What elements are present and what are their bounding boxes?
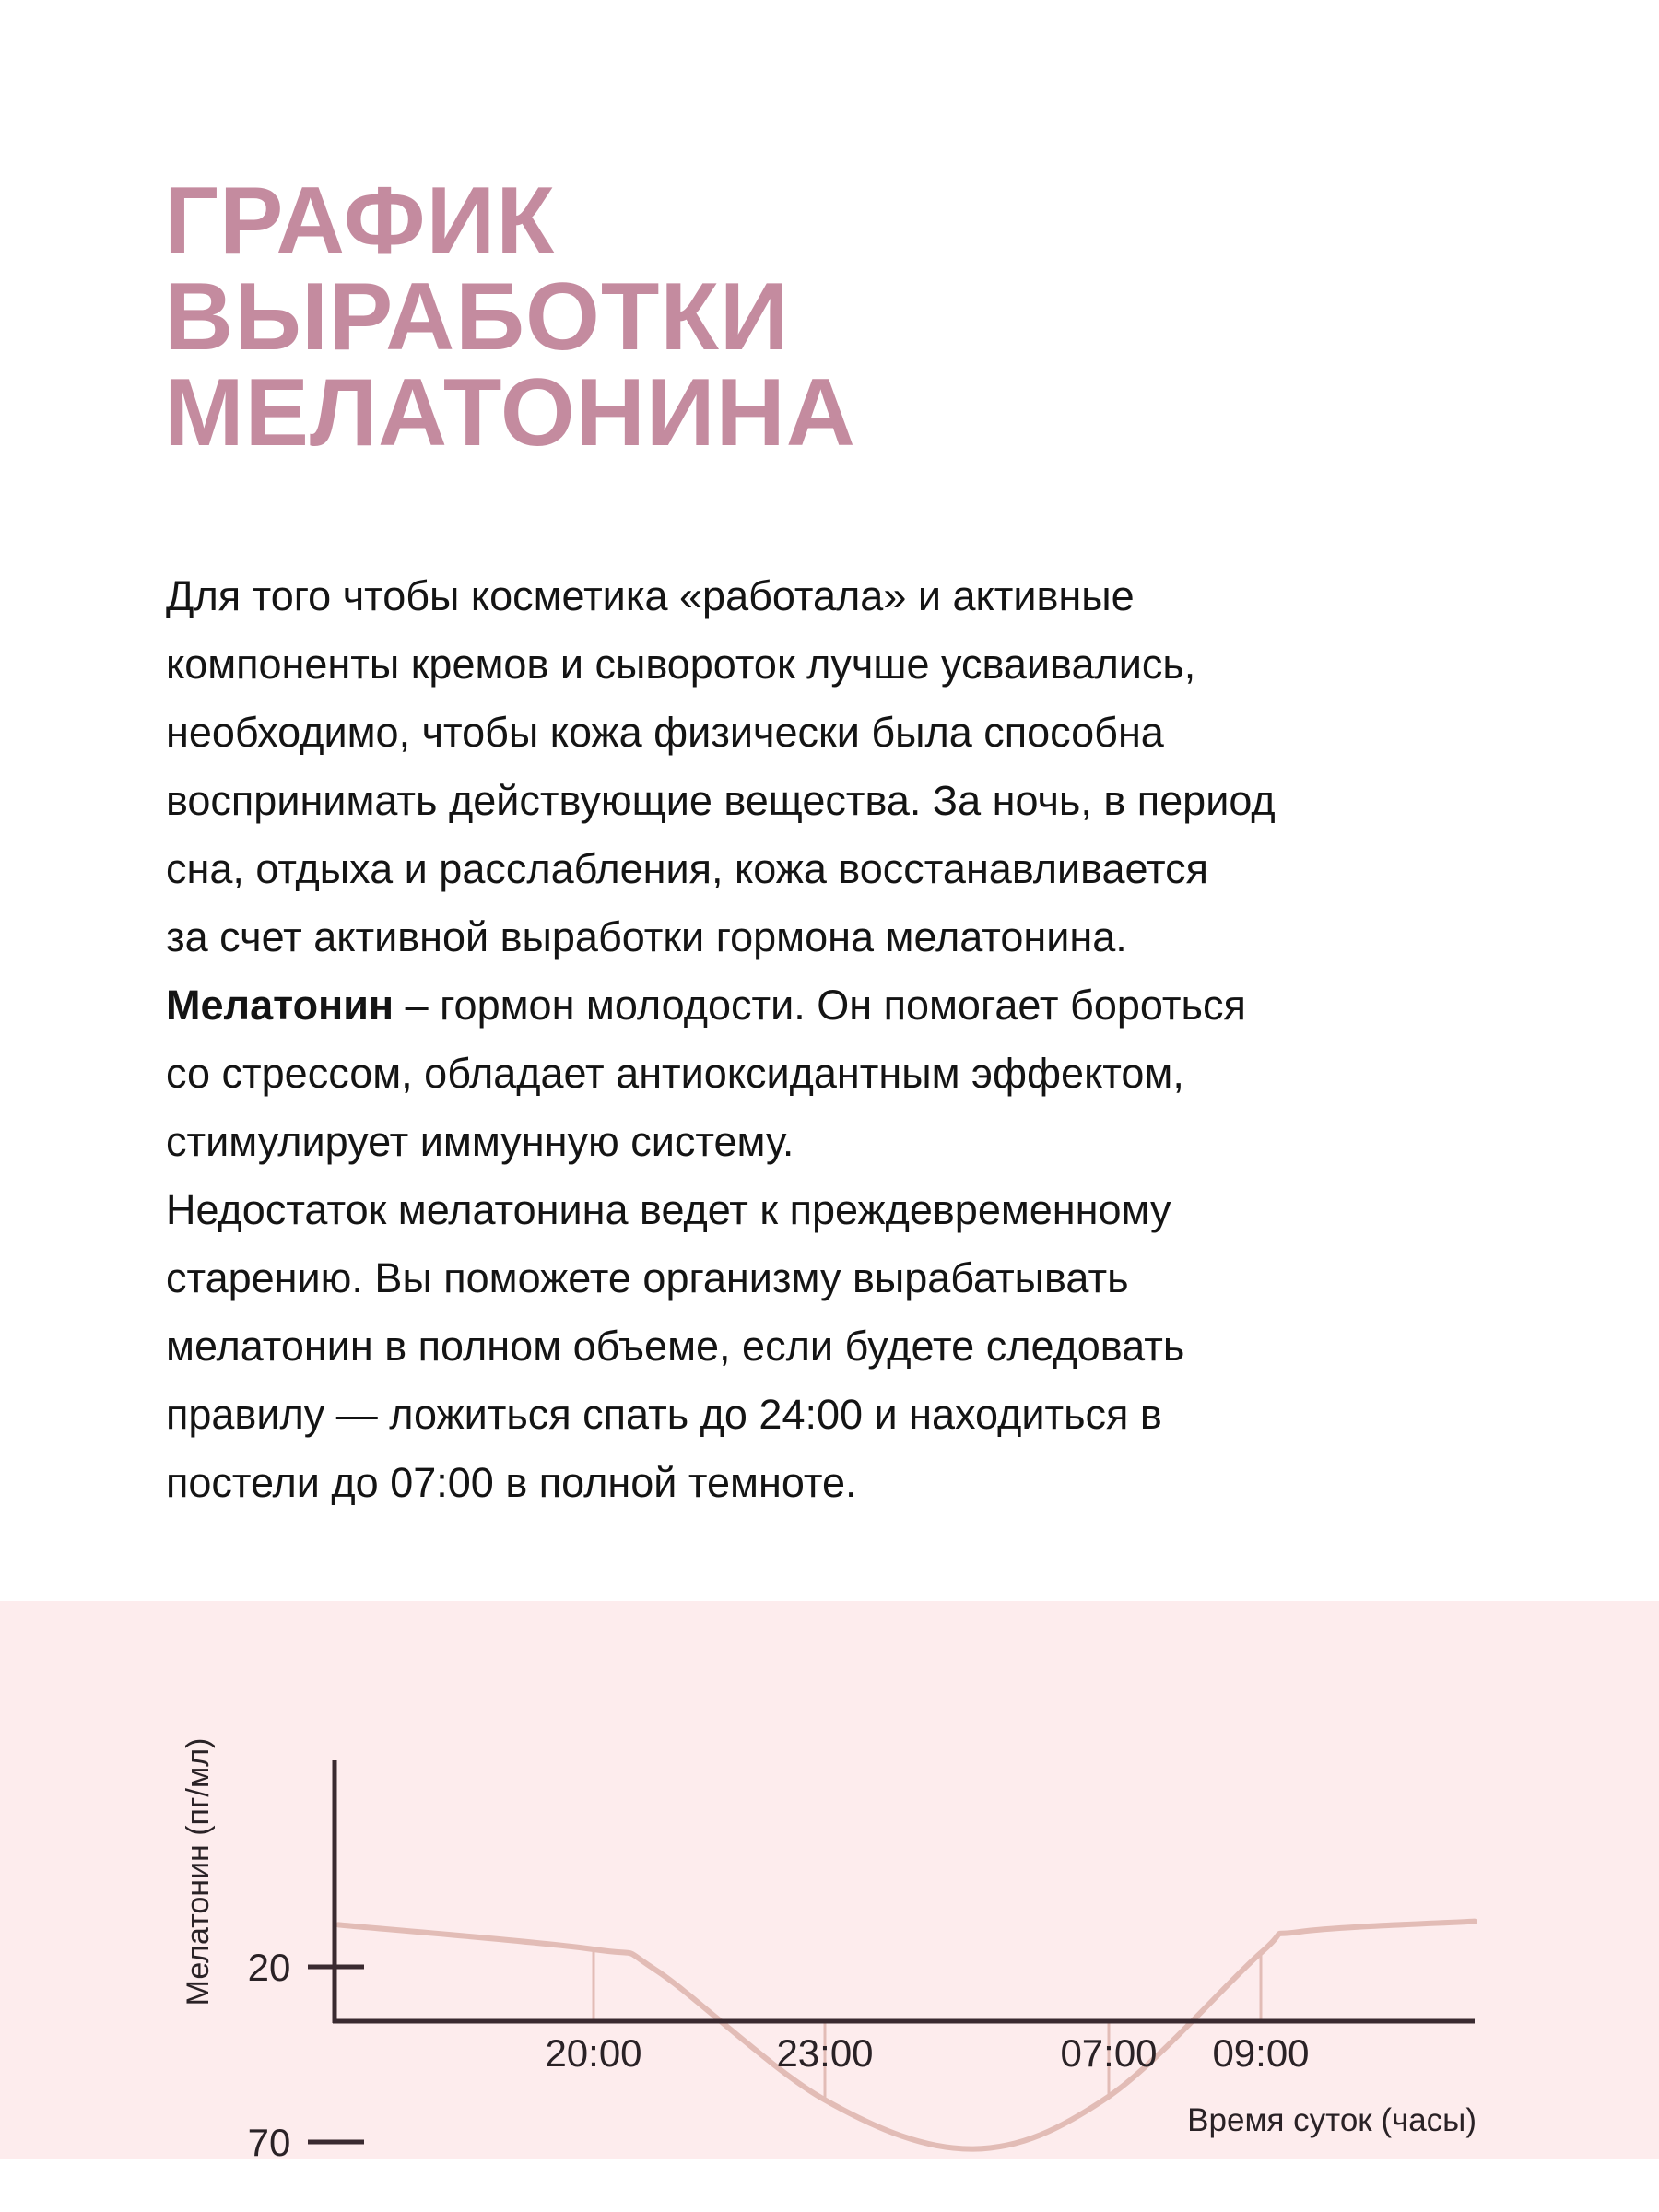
body-line-text: воспринимать действующие вещества. За но… — [166, 777, 1276, 824]
body-line: мелатонин в полном объеме, если будете с… — [166, 1312, 1502, 1381]
y-tick-label: 70 — [248, 2121, 291, 2164]
body-line-text: – гормон молодости. Он помогает бороться — [394, 982, 1246, 1029]
body-line: Недостаток мелатонина ведет к преждеврем… — [166, 1176, 1502, 1244]
body-line-text: со стрессом, обладает антиоксидантным эф… — [166, 1050, 1184, 1097]
body-line: старению. Вы поможете организму вырабаты… — [166, 1244, 1502, 1312]
body-line: за счет активной выработки гормона мелат… — [166, 903, 1502, 971]
body-line-text: Для того чтобы косметика «работала» и ак… — [166, 572, 1135, 619]
y-tick-label: 20 — [248, 1946, 291, 1989]
body-line: компоненты кремов и сывороток лучше усва… — [166, 630, 1502, 699]
x-axis-label: Время суток (часы) — [1187, 2102, 1477, 2138]
body-line: постели до 07:00 в полной темноте. — [166, 1449, 1502, 1517]
body-text: Для того чтобы косметика «работала» и ак… — [166, 562, 1502, 1517]
body-line: воспринимать действующие вещества. За но… — [166, 767, 1502, 835]
body-line: стимулирует иммунную систему. — [166, 1108, 1502, 1176]
body-line-text: сна, отдыха и расслабления, кожа восстан… — [166, 845, 1209, 892]
title-line: ГРАФИК — [164, 168, 556, 275]
body-line-text: необходимо, чтобы кожа физически была сп… — [166, 709, 1164, 756]
page-title: ГРАФИК ВЫРАБОТКИ МЕЛАТОНИНА — [164, 173, 856, 461]
title-line: ВЫРАБОТКИ — [164, 264, 790, 371]
body-line: сна, отдыха и расслабления, кожа восстан… — [166, 835, 1502, 903]
x-tick-label: 07:00 — [1060, 2031, 1157, 2075]
title-line: МЕЛАТОНИНА — [164, 359, 856, 466]
body-line: правилу — ложиться спать до 24:00 и нахо… — [166, 1381, 1502, 1449]
body-line: Мелатонин – гормон молодости. Он помогае… — [166, 971, 1502, 1040]
body-line-text: компоненты кремов и сывороток лучше усва… — [166, 641, 1196, 688]
melatonin-curve — [335, 1918, 1477, 2152]
bold-term: Мелатонин — [166, 982, 394, 1029]
body-line-text: постели до 07:00 в полной темноте. — [166, 1459, 857, 1506]
x-tick-label: 20:00 — [545, 2031, 641, 2075]
y-axis-label: Мелатонин (пг/мл) — [181, 1738, 216, 2006]
body-line-text: за счет активной выработки гормона мелат… — [166, 913, 1127, 960]
x-tick-label: 23:00 — [776, 2031, 873, 2075]
body-line-text: стимулирует иммунную систему. — [166, 1118, 794, 1165]
body-line: необходимо, чтобы кожа физически была сп… — [166, 699, 1502, 767]
body-line: Для того чтобы косметика «работала» и ак… — [166, 562, 1502, 630]
body-line-text: Недостаток мелатонина ведет к преждеврем… — [166, 1186, 1171, 1233]
body-line: со стрессом, обладает антиоксидантным эф… — [166, 1040, 1502, 1108]
chart-background — [0, 1601, 1659, 2159]
x-tick-label: 09:00 — [1212, 2031, 1309, 2075]
body-line-text: старению. Вы поможете организму вырабаты… — [166, 1254, 1129, 1301]
body-line-text: правилу — ложиться спать до 24:00 и нахо… — [166, 1391, 1162, 1438]
body-line-text: мелатонин в полном объеме, если будете с… — [166, 1323, 1185, 1370]
